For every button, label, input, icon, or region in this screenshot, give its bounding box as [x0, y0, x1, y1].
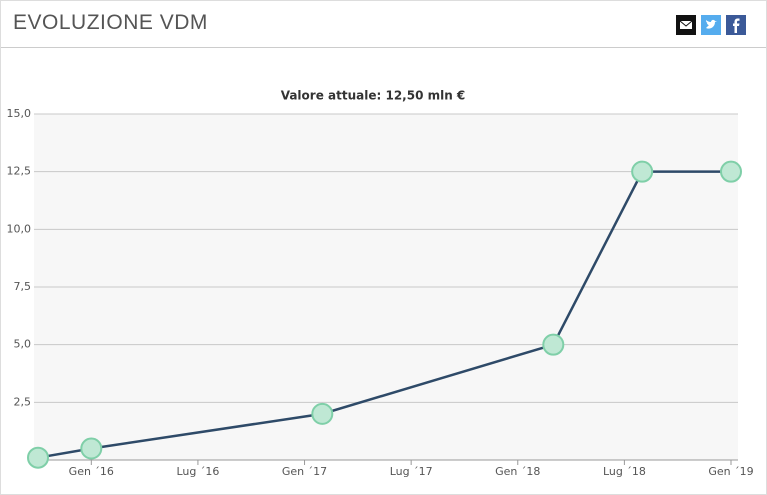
- x-tick-label: Gen ´17: [282, 465, 327, 478]
- point: [80, 437, 103, 460]
- y-tick-label: 5,0: [14, 338, 32, 351]
- y-tick-label: 2,5: [14, 395, 32, 408]
- point: [311, 402, 334, 425]
- point: [542, 333, 565, 356]
- point: [27, 446, 49, 469]
- email-icon[interactable]: [676, 15, 696, 35]
- twitter-icon[interactable]: [701, 15, 721, 35]
- chart-title: Valore attuale: 12,50 mln €: [281, 89, 466, 103]
- x-tick-label: Gen ´16: [69, 465, 114, 478]
- point: [720, 160, 742, 183]
- x-tick-label: Lug ´18: [603, 465, 646, 478]
- y-tick-label: 10,0: [7, 222, 32, 235]
- y-tick-label: 12,5: [7, 165, 32, 178]
- y-tick-label: 7,5: [14, 280, 32, 293]
- x-tick-label: Gen ´18: [495, 465, 540, 478]
- x-tick-label: Gen ´19: [708, 465, 753, 478]
- point: [631, 160, 654, 183]
- x-tick-label: Lug ´17: [390, 465, 433, 478]
- chart: Valore attuale: 12,50 mln € 2,5 5,0 7,5 10,…: [7, 89, 754, 479]
- facebook-icon[interactable]: [726, 15, 746, 35]
- header: EVOLUZIONE VDM: [1, 1, 766, 48]
- title: EVOLUZIONE VDM: [13, 11, 208, 34]
- y-tick-label: 15,0: [7, 107, 32, 120]
- x-tick-label: Lug ´16: [176, 465, 219, 478]
